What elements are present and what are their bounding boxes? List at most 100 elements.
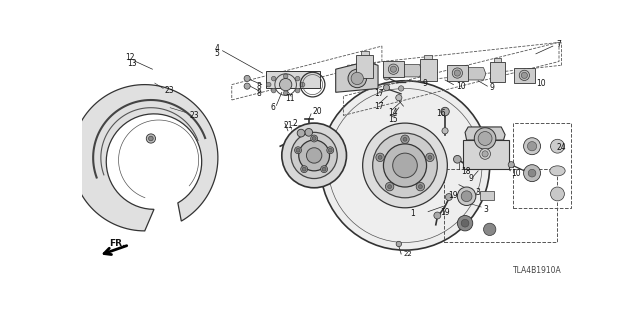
Circle shape	[550, 187, 564, 201]
Circle shape	[396, 241, 401, 247]
Circle shape	[363, 123, 447, 208]
Circle shape	[524, 138, 541, 155]
Text: 22: 22	[403, 251, 412, 257]
Circle shape	[383, 84, 390, 91]
Circle shape	[452, 68, 463, 78]
Circle shape	[376, 153, 385, 162]
Circle shape	[322, 167, 326, 171]
Bar	[493, 58, 501, 62]
Circle shape	[393, 153, 417, 178]
Circle shape	[508, 162, 515, 168]
Circle shape	[305, 129, 312, 136]
Polygon shape	[513, 68, 535, 83]
Circle shape	[388, 185, 392, 188]
Circle shape	[328, 148, 332, 152]
Circle shape	[147, 134, 156, 143]
Circle shape	[454, 70, 460, 76]
Polygon shape	[463, 140, 509, 169]
Text: 3: 3	[484, 205, 488, 214]
Bar	[424, 55, 433, 59]
Bar	[513, 123, 570, 208]
Text: 9: 9	[422, 79, 428, 88]
Circle shape	[148, 136, 153, 141]
Circle shape	[295, 88, 300, 93]
Circle shape	[348, 69, 367, 88]
Text: TLA4B1910A: TLA4B1910A	[513, 267, 561, 276]
Bar	[481, 191, 494, 200]
Circle shape	[378, 156, 382, 159]
Circle shape	[445, 194, 452, 201]
Circle shape	[320, 81, 490, 250]
Text: 20: 20	[312, 107, 322, 116]
Circle shape	[271, 88, 276, 93]
Circle shape	[302, 167, 306, 171]
Ellipse shape	[550, 166, 565, 176]
Text: 2: 2	[292, 119, 298, 128]
Circle shape	[301, 166, 308, 172]
Bar	[490, 62, 505, 82]
Polygon shape	[447, 65, 468, 81]
Circle shape	[434, 212, 441, 219]
Circle shape	[474, 128, 496, 149]
Circle shape	[478, 132, 492, 145]
Text: 10: 10	[536, 78, 545, 88]
Text: 6: 6	[270, 103, 275, 112]
Bar	[361, 51, 369, 55]
Circle shape	[372, 133, 437, 198]
Text: 4: 4	[215, 44, 220, 53]
Circle shape	[399, 86, 404, 91]
Circle shape	[383, 144, 427, 187]
Circle shape	[521, 72, 527, 78]
Polygon shape	[266, 71, 320, 88]
Bar	[291, 125, 312, 142]
Circle shape	[284, 91, 288, 95]
Circle shape	[244, 75, 250, 82]
Text: 7: 7	[556, 40, 561, 49]
Text: 3: 3	[476, 188, 481, 197]
Text: 19: 19	[440, 208, 450, 217]
Circle shape	[295, 76, 300, 81]
Text: 18: 18	[461, 167, 470, 176]
Polygon shape	[336, 61, 378, 92]
Text: 24: 24	[557, 143, 566, 152]
Circle shape	[280, 78, 292, 91]
Circle shape	[482, 151, 488, 157]
Circle shape	[428, 156, 432, 159]
Circle shape	[454, 156, 461, 163]
Circle shape	[294, 147, 301, 154]
Text: 13: 13	[127, 59, 137, 68]
Circle shape	[461, 219, 469, 227]
Circle shape	[480, 148, 490, 159]
Text: 9: 9	[490, 83, 495, 92]
Polygon shape	[72, 84, 218, 231]
Circle shape	[383, 74, 390, 80]
Polygon shape	[383, 61, 404, 77]
Circle shape	[321, 166, 328, 172]
Circle shape	[310, 135, 317, 142]
Text: 1: 1	[410, 210, 415, 219]
Text: 17: 17	[374, 89, 384, 98]
Circle shape	[527, 141, 537, 151]
Circle shape	[271, 76, 276, 81]
Circle shape	[458, 187, 476, 205]
Circle shape	[461, 191, 472, 202]
Polygon shape	[399, 65, 422, 77]
Circle shape	[244, 83, 250, 89]
Circle shape	[297, 129, 305, 137]
Text: 15: 15	[388, 115, 397, 124]
Text: 14: 14	[388, 108, 397, 117]
Text: 21: 21	[284, 121, 293, 130]
Circle shape	[528, 169, 536, 177]
Circle shape	[266, 82, 271, 87]
Circle shape	[441, 107, 449, 116]
Circle shape	[390, 66, 397, 72]
Polygon shape	[463, 68, 486, 80]
Circle shape	[327, 147, 333, 154]
Circle shape	[426, 153, 434, 162]
Text: 12: 12	[125, 53, 134, 62]
Text: 8: 8	[257, 89, 261, 98]
Bar	[420, 59, 436, 81]
Circle shape	[419, 185, 422, 188]
Text: 23: 23	[164, 86, 174, 95]
Circle shape	[403, 137, 407, 141]
